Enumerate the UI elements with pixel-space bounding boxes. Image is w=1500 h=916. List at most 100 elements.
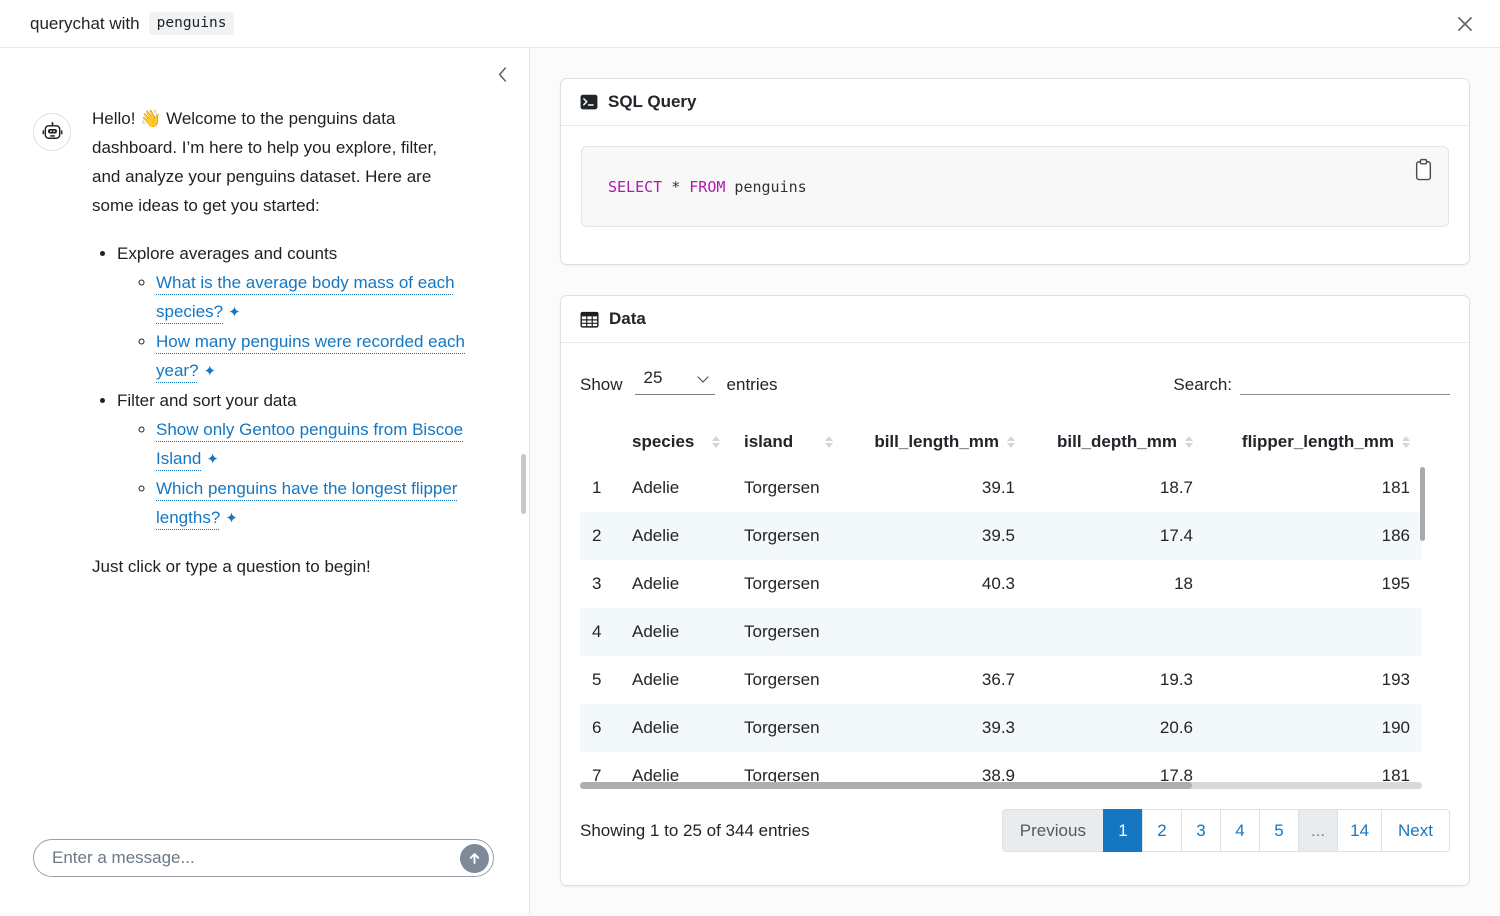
table-cell: Adelie	[632, 574, 680, 593]
column-header-island[interactable]: island	[732, 419, 845, 464]
table-cell: 39.1	[981, 478, 1015, 497]
sparkle-icon: ✦	[203, 363, 217, 380]
pagination-page-4[interactable]: 4	[1219, 809, 1260, 852]
page-title: querychat with penguins	[30, 12, 235, 35]
page-size-select[interactable]: 25	[634, 368, 715, 395]
table-vertical-scrollbar[interactable]	[1420, 467, 1425, 541]
sql-card-body: SELECT * FROM penguins	[561, 126, 1469, 247]
chat-panel: Hello! 👋 Welcome to the penguins data da…	[0, 48, 530, 915]
close-button[interactable]	[1452, 11, 1478, 37]
sql-card-title: SQL Query	[608, 92, 697, 111]
suggestion-link[interactable]: What is the average body mass of each sp…	[156, 273, 455, 321]
horizontal-scrollbar-thumb[interactable]	[580, 782, 1192, 789]
suggestion-link[interactable]: Which penguins have the longest flipper …	[156, 479, 458, 527]
show-label: Show	[580, 375, 623, 394]
table-viewport: species island bill_length_mm bill_depth_mm…	[580, 419, 1425, 789]
content-panel: SQL Query SELECT * FROM penguins	[530, 48, 1500, 915]
header-wrap: bill_length_mm	[857, 432, 1015, 452]
pagination-page-1[interactable]: 1	[1102, 809, 1143, 852]
table-cell: 190	[1381, 718, 1410, 737]
suggestion-item: What is the average body mass of each sp…	[156, 268, 467, 327]
table-cell: Torgersen	[744, 478, 820, 497]
column-label: bill_length_mm	[874, 431, 999, 451]
category-label: Filter and sort your data	[117, 391, 297, 410]
chevron-left-icon	[498, 66, 506, 82]
header-wrap: flipper_length_mm	[1217, 432, 1410, 452]
pagination-page-14[interactable]: 14	[1337, 809, 1383, 852]
row-number-cell: 7	[592, 766, 602, 785]
row-number-cell: 3	[592, 574, 602, 593]
sql-keyword: FROM	[689, 177, 726, 196]
collapse-chat-button[interactable]	[491, 63, 513, 85]
sort-arrows-icon	[1185, 435, 1193, 448]
table-row: 7 Adelie Torgersen 38.9 17.8 181	[580, 752, 1422, 789]
table-controls: Show 25 entries Search:	[580, 367, 1450, 395]
search-input[interactable]	[1240, 367, 1450, 395]
pagination-ellipsis: ...	[1297, 809, 1339, 852]
assistant-message: Hello! 👋 Welcome to the penguins data da…	[33, 104, 467, 581]
table-cell: 18.7	[1159, 478, 1193, 497]
column-header-bill_length_mm[interactable]: bill_length_mm	[845, 419, 1027, 464]
table-cell: 186	[1381, 526, 1410, 545]
chat-message-input[interactable]	[33, 839, 494, 877]
suggestion-link[interactable]: Show only Gentoo penguins from Biscoe Is…	[156, 420, 464, 468]
pagination-next-button[interactable]: Next	[1381, 809, 1450, 852]
table-cell: Torgersen	[744, 574, 820, 593]
table-cell: 38.9	[981, 766, 1015, 785]
entries-label: entries	[726, 375, 778, 394]
header-wrap: species	[632, 432, 720, 452]
suggestion-list: Explore averages and counts What is the a…	[92, 239, 467, 533]
send-message-button[interactable]	[460, 844, 489, 873]
table-cell: 181	[1381, 766, 1410, 785]
closing-text: Just click or type a question to begin!	[92, 557, 371, 576]
sparkle-icon: ✦	[225, 510, 238, 527]
column-header-species[interactable]: species	[620, 419, 732, 464]
data-card-body: Show 25 entries Search:	[561, 343, 1469, 872]
table-row: 2 Adelie Torgersen 39.5 17.4 186	[580, 512, 1422, 560]
column-header-bill_depth_mm[interactable]: bill_depth_mm	[1027, 419, 1205, 464]
copy-icon	[1415, 158, 1432, 181]
table-header-row: species island bill_length_mm bill_depth_mm…	[580, 419, 1422, 464]
table-cell: Torgersen	[744, 766, 820, 785]
table-cell: 39.3	[981, 718, 1015, 737]
pagination-page-2[interactable]: 2	[1141, 809, 1182, 852]
page-size-value: 25	[643, 368, 663, 387]
row-number-cell: 4	[592, 622, 602, 641]
column-label: flipper_length_mm	[1241, 431, 1394, 451]
table-row: 4 Adelie Torgersen	[580, 608, 1422, 656]
table-row: 1 Adelie Torgersen 39.1 18.7 181	[580, 464, 1422, 512]
data-card-title: Data	[609, 309, 646, 328]
search-label: Search:	[1173, 375, 1232, 394]
table-cell: Adelie	[632, 766, 680, 785]
table-cell: 40.3	[981, 574, 1015, 593]
suggestion-sublist: What is the average body mass of each sp…	[117, 268, 467, 386]
table-horizontal-scrollbar[interactable]	[580, 782, 1422, 789]
table-row: 6 Adelie Torgersen 39.3 20.6 190	[580, 704, 1422, 752]
table-cell: Adelie	[632, 526, 680, 545]
bot-avatar	[33, 113, 71, 151]
sort-arrows-icon	[1402, 435, 1410, 448]
sql-code-block: SELECT * FROM penguins	[581, 146, 1449, 227]
sort-arrows-icon	[825, 435, 833, 448]
table-cell: 18	[1174, 574, 1193, 593]
page-length-control: Show 25 entries	[580, 368, 778, 395]
row-number-cell: 6	[592, 718, 602, 737]
header-wrap: bill_depth_mm	[1039, 432, 1193, 452]
table-cell: 20.6	[1159, 718, 1193, 737]
close-icon	[1457, 16, 1473, 31]
sql-card-header: SQL Query	[561, 79, 1469, 126]
data-card-header: Data	[561, 296, 1469, 343]
pagination-page-3[interactable]: 3	[1180, 809, 1221, 852]
greeting-text: Hello! 👋 Welcome to the penguins data da…	[92, 109, 437, 215]
table-cell: 17.8	[1159, 766, 1193, 785]
column-label: species	[632, 431, 695, 451]
pagination-page-5[interactable]: 5	[1258, 809, 1299, 852]
column-header-flipper_length_mm[interactable]: flipper_length_mm	[1205, 419, 1422, 464]
chat-scrollbar-thumb[interactable]	[521, 454, 526, 514]
table-cell: Torgersen	[744, 718, 820, 737]
suggestion-link[interactable]: How many penguins were recorded each yea…	[156, 332, 466, 380]
copy-sql-button[interactable]	[1411, 155, 1436, 188]
pagination-previous-button[interactable]: Previous	[1001, 809, 1104, 852]
arrow-up-icon	[469, 853, 480, 864]
